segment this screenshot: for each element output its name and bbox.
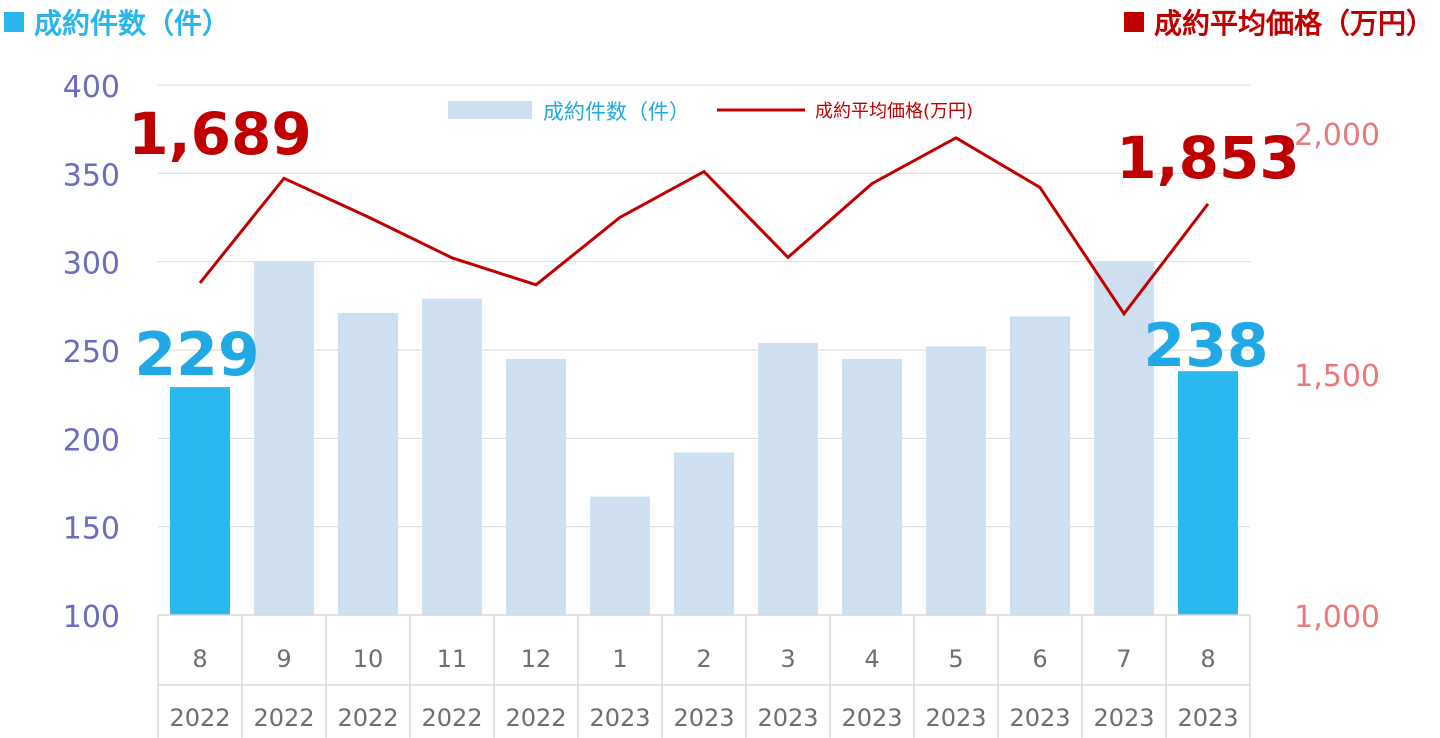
bar — [842, 358, 902, 615]
month-label: 1 — [612, 645, 627, 673]
month-label: 9 — [276, 645, 291, 673]
right-legend-label: 成約平均価格（万円） — [1153, 7, 1434, 40]
legend-line-label: 成約平均価格(万円) — [815, 101, 973, 122]
left-legend-label: 成約件数（件） — [34, 7, 231, 40]
left-axis-legend: 成約件数（件） — [4, 2, 230, 42]
bar — [926, 346, 986, 615]
month-label: 3 — [780, 645, 795, 673]
month-label: 11 — [437, 645, 468, 673]
year-label: 2023 — [841, 704, 902, 732]
last-price-value-label: 1,853 — [1116, 124, 1299, 192]
year-label: 2022 — [505, 704, 566, 732]
bar — [254, 261, 314, 615]
left-axis-tick: 300 — [63, 247, 120, 282]
bar — [338, 312, 398, 615]
month-label: 2 — [696, 645, 711, 673]
bar — [674, 452, 734, 615]
bar — [758, 342, 818, 615]
price-line — [198, 136, 1210, 317]
right-legend-swatch — [1123, 12, 1144, 32]
bar — [1178, 371, 1238, 615]
year-label: 2023 — [1009, 704, 1070, 732]
month-label: 10 — [353, 645, 384, 673]
year-label: 2023 — [757, 704, 818, 732]
bar — [422, 298, 482, 615]
legend-bar-label: 成約件数（件） — [543, 100, 690, 124]
bar — [590, 496, 650, 615]
bar — [170, 387, 230, 615]
left-axis-tick: 350 — [63, 158, 120, 193]
right-axis-tick: 2,000 — [1294, 118, 1380, 153]
year-label: 2023 — [1177, 704, 1238, 732]
year-label: 2023 — [925, 704, 986, 732]
right-axis-legend: 成約平均価格（万円） — [1123, 2, 1434, 42]
month-label: 6 — [1032, 645, 1047, 673]
left-axis-tick: 100 — [63, 600, 120, 635]
month-label: 7 — [1116, 645, 1131, 673]
month-label: 8 — [192, 645, 207, 673]
left-axis-tick: 250 — [63, 335, 120, 370]
month-label: 5 — [948, 645, 963, 673]
bar — [1094, 261, 1154, 615]
bar — [1010, 316, 1070, 615]
left-axis-tick: 400 — [63, 70, 120, 105]
year-label: 2022 — [337, 704, 398, 732]
year-label: 2022 — [169, 704, 230, 732]
last-bar-value-label: 238 — [1143, 311, 1268, 381]
left-axis-tick: 200 — [63, 423, 120, 458]
month-label: 4 — [864, 645, 879, 673]
month-label: 8 — [1200, 645, 1215, 673]
year-label: 2023 — [1093, 704, 1154, 732]
first-price-value-label: 1,689 — [128, 100, 311, 168]
year-label: 2022 — [421, 704, 482, 732]
left-axis-tick: 150 — [63, 512, 120, 547]
right-axis-tick: 1,500 — [1294, 359, 1380, 394]
year-label: 2023 — [589, 704, 650, 732]
left-legend-swatch — [4, 12, 24, 32]
bar — [506, 358, 566, 615]
first-bar-value-label: 229 — [134, 320, 259, 390]
right-axis-tick: 1,000 — [1294, 600, 1380, 635]
year-label: 2023 — [673, 704, 734, 732]
legend-bar-swatch — [448, 101, 532, 119]
month-label: 12 — [521, 645, 552, 673]
year-label: 2022 — [253, 704, 314, 732]
